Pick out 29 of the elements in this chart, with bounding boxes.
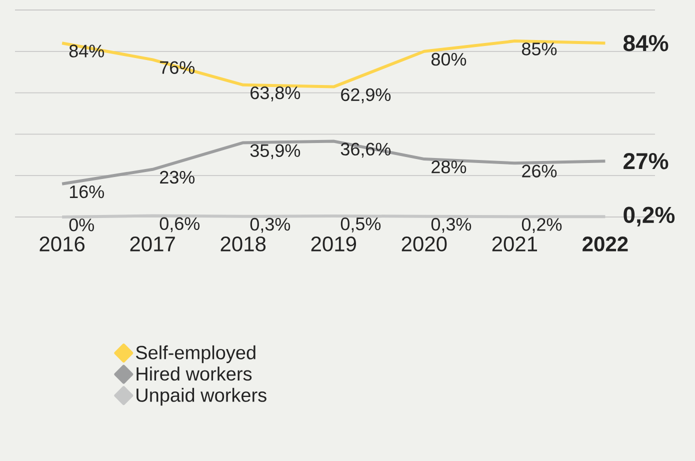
x-tick-label: 2018 xyxy=(220,236,266,252)
data-label: 16% xyxy=(70,185,104,198)
data-label: 0,2% xyxy=(522,218,562,233)
x-tick-label: 2016 xyxy=(40,236,85,252)
data-label: 0,5% xyxy=(340,217,381,232)
data-label: 26% xyxy=(522,164,557,178)
x-tick-label: 2021 xyxy=(492,236,538,252)
data-label: 0% xyxy=(69,218,94,232)
data-label: 62,9% xyxy=(341,88,391,104)
data-label: 63,8% xyxy=(250,86,300,102)
x-tick-label: 2020 xyxy=(402,236,447,252)
legend-label: Self-employed xyxy=(136,345,256,364)
data-label: 0,3% xyxy=(431,218,472,233)
data-label: 85% xyxy=(522,42,557,56)
data-label: 27% xyxy=(624,152,668,170)
data-label: 0,3% xyxy=(250,218,290,233)
legend-label: Hired workers xyxy=(136,366,252,381)
data-label: 35,9% xyxy=(250,144,300,160)
data-label: 28% xyxy=(432,160,466,174)
legend-label: Unpaid workers xyxy=(136,388,266,406)
data-label: 80% xyxy=(431,52,466,66)
x-tick-label: 2019 xyxy=(311,236,356,252)
data-label: 84% xyxy=(623,34,668,52)
x-tick-label: 2017 xyxy=(130,236,175,252)
data-label: 0,2% xyxy=(624,206,675,226)
x-tick-label: 2022 xyxy=(582,236,628,252)
data-label: 36,6% xyxy=(340,142,391,158)
data-label: 0,6% xyxy=(160,217,200,232)
data-label: 23% xyxy=(160,170,195,184)
